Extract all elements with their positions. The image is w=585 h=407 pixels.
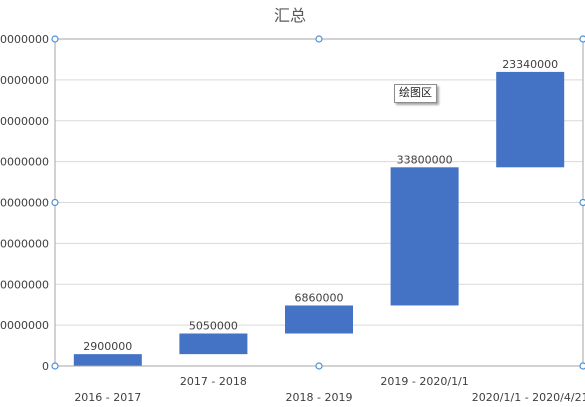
data-label: 5050000 <box>189 320 238 333</box>
x-tick-label: 2018 - 2019 <box>286 391 353 404</box>
resize-handle <box>51 198 59 207</box>
x-tick-label: 2020/1/1 - 2020/4/21 <box>472 391 585 404</box>
plot-area-tooltip: 绘图区 <box>394 84 437 103</box>
plot-area-selection[interactable] <box>51 35 585 370</box>
resize-handle <box>579 35 585 43</box>
data-label: 23340000 <box>502 58 558 71</box>
data-label: 33800000 <box>397 153 453 166</box>
resize-handle <box>315 35 323 43</box>
x-tick-label: 2016 - 2017 <box>74 391 141 404</box>
y-tick-label: 40000000 <box>0 197 49 210</box>
bar <box>496 71 565 168</box>
y-tick-label: 20000000 <box>0 278 49 291</box>
chart-title: 汇总 <box>274 6 306 25</box>
y-tick-label: 80000000 <box>0 33 49 46</box>
y-tick-label: 60000000 <box>0 115 49 128</box>
x-tick-label: 2017 - 2018 <box>180 375 247 388</box>
resize-handle <box>51 35 59 43</box>
y-tick-label: 50000000 <box>0 156 49 169</box>
data-label: 2900000 <box>83 340 132 353</box>
bar <box>179 333 248 355</box>
resize-handle <box>51 362 59 370</box>
x-axis-tick-labels: 2016 - 2017 2017 - 2018 2018 - 2019 2019 - … <box>74 375 585 404</box>
resize-handle <box>315 362 323 370</box>
y-axis-tick-labels: 0 10000000 20000000 30000000 40000000 5000000… <box>0 33 49 373</box>
y-tick-label: 70000000 <box>0 74 49 87</box>
data-labels: 2900000 5050000 6860000 33800000 23340000 <box>83 58 558 353</box>
x-tick-label: 2019 - 2020/1/1 <box>380 375 468 388</box>
bars <box>73 71 565 366</box>
resize-handle <box>579 362 585 370</box>
resize-handle <box>579 198 585 207</box>
y-tick-label: 0 <box>42 360 49 373</box>
y-tick-label: 30000000 <box>0 237 49 250</box>
data-label: 6860000 <box>295 291 344 304</box>
bar <box>390 167 459 306</box>
y-tick-label: 10000000 <box>0 319 49 332</box>
bar <box>285 305 353 334</box>
bar <box>73 354 142 366</box>
